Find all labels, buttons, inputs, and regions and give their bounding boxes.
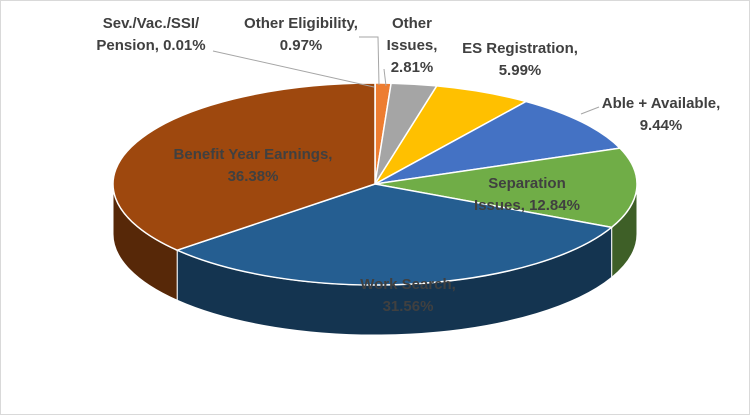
data-label-es-registration: ES Registration,5.99% — [462, 40, 578, 79]
data-label-other-eligibility: Other Eligibility,0.97% — [244, 15, 358, 54]
leader-line-sev-vac-ssi-pension — [213, 51, 374, 87]
leader-line-other-eligibility — [359, 37, 379, 85]
leader-line-able-available — [581, 107, 599, 114]
data-label-sev-vac-ssi-pension: Sev./Vac./SSI/Pension, 0.01% — [96, 15, 205, 54]
data-label-able-available: Able + Available,9.44% — [602, 95, 721, 134]
